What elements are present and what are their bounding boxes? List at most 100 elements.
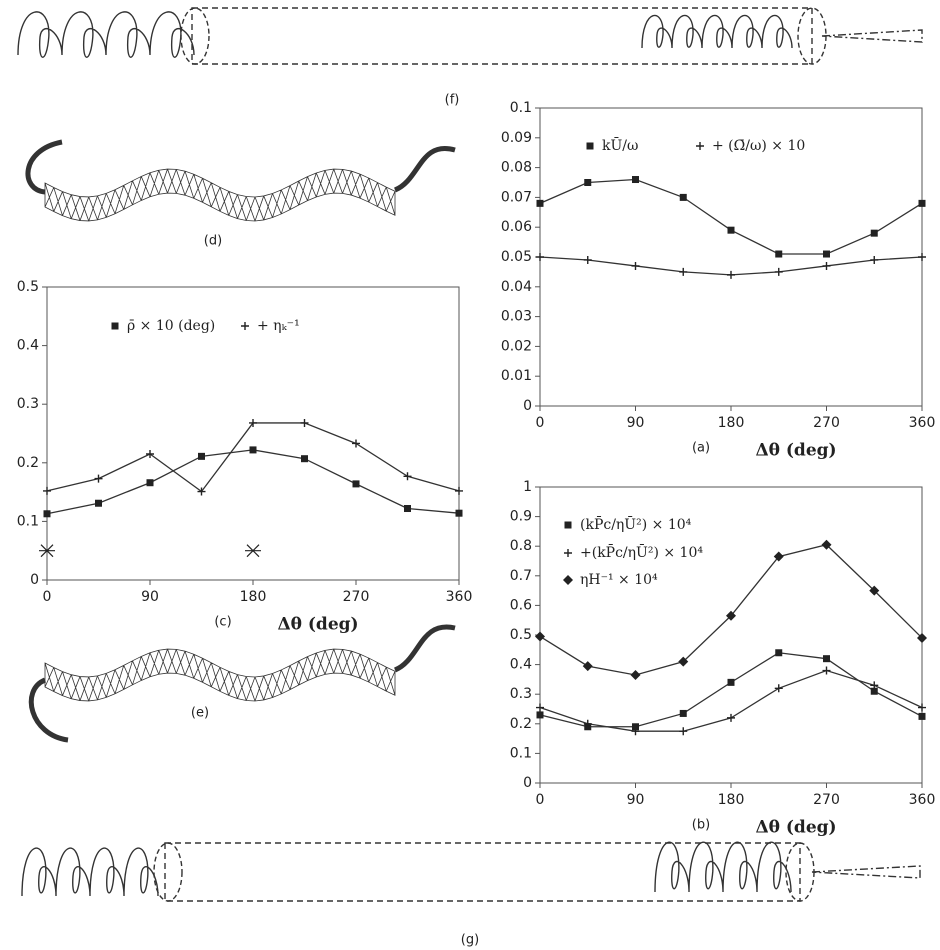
x-tick-label: 360 [909, 415, 936, 431]
legend-marker [241, 322, 249, 330]
marker-square [352, 480, 360, 488]
y-tick-label: 0.1 [510, 745, 532, 761]
series-line [539, 544, 923, 676]
tube-f [191, 7, 813, 65]
y-tick-label: 0.03 [501, 309, 532, 325]
marker-diamond [869, 585, 880, 596]
panel-label: (d) [204, 234, 222, 249]
marker-square [823, 250, 830, 258]
y-tick-label: 0.5 [510, 627, 532, 643]
marker-square [823, 655, 830, 663]
marker-square [249, 446, 257, 454]
marker-plus [583, 719, 592, 728]
marker-asterisk [39, 544, 55, 558]
marker-square [43, 510, 51, 518]
legend-marker [586, 142, 594, 150]
tube-end [153, 842, 183, 902]
marker-square [146, 479, 154, 487]
marker-plus [774, 684, 783, 693]
helix [641, 14, 793, 49]
caption: (c) [214, 615, 231, 630]
y-tick-label: 0.09 [501, 130, 532, 146]
marker-diamond [535, 631, 545, 642]
marker-square [870, 687, 878, 695]
y-tick-label: 0.7 [510, 568, 532, 584]
marker-square [632, 176, 639, 184]
x-tick-label: 90 [141, 589, 159, 605]
marker-plus [403, 472, 412, 481]
flagellum [28, 677, 69, 743]
marker-plus [679, 267, 688, 276]
y-tick-label: 0.2 [510, 716, 532, 732]
marker-plus [727, 270, 735, 279]
x-tick-label: 270 [343, 589, 370, 605]
marker-square [775, 250, 783, 258]
marker-square [536, 199, 544, 207]
marker-plus [197, 487, 206, 496]
marker-plus [352, 439, 360, 448]
marker-plus [631, 727, 640, 736]
y-tick-label: 0.08 [501, 160, 532, 176]
marker-diamond [630, 669, 641, 680]
chart: 0 0.1 0.2 0.3 0.4 0.5 0 90 180 270 360 (c) Δθ (deg) ρ… [17, 279, 473, 635]
series-line [46, 449, 460, 515]
helix [654, 841, 792, 893]
y-tick-label: 0.01 [501, 368, 532, 384]
x-tick-label: 180 [718, 415, 745, 431]
chart: 0 0.01 0.02 0.03 0.04 0.05 0.06 0.07 0.08 0.09 0.1… [501, 100, 936, 461]
flagellum [393, 624, 456, 673]
legend-marker [564, 549, 572, 557]
series-line [539, 178, 923, 255]
x-tick-label: 90 [627, 792, 645, 808]
panel-label: (e) [191, 706, 209, 721]
y-tick-label: 0.06 [501, 219, 532, 235]
y-tick-label: 0 [523, 398, 532, 414]
y-tick-label: 0.6 [510, 597, 532, 613]
y-tick-label: 0.4 [17, 338, 39, 354]
marker-square [918, 712, 926, 720]
legend-label: (kP̄c/ηŪ²) × 10⁴ [580, 515, 692, 533]
marker-square [870, 229, 878, 237]
legend-label: kŪ/ω [602, 136, 638, 154]
y-tick-label: 0.4 [510, 657, 532, 673]
marker-plus [918, 253, 926, 261]
legend-label: + ηₖ⁻¹ [257, 318, 300, 334]
marker-square [95, 499, 102, 507]
tail [811, 865, 921, 879]
marker-plus [94, 474, 103, 483]
tube-end [180, 7, 210, 65]
legend-label: +(kP̄c/ηŪ²) × 10⁴ [580, 543, 703, 561]
caption: (a) [692, 441, 710, 456]
x-tick-label: 90 [627, 415, 645, 431]
marker-diamond [582, 661, 593, 672]
plot-frame [46, 286, 460, 581]
legend-marker [563, 575, 573, 585]
y-tick-label: 0.1 [510, 100, 532, 116]
diagrams [17, 7, 923, 902]
legend-marker [696, 142, 704, 150]
marker-diamond [678, 656, 689, 667]
x-tick-label: 270 [813, 792, 840, 808]
marker-square [198, 452, 205, 460]
marker-diamond [917, 632, 927, 643]
marker-square [727, 226, 735, 234]
y-tick-label: 0.04 [501, 279, 532, 295]
legend-label: ρ̄ × 10 (deg) [127, 318, 215, 334]
marker-plus [300, 418, 309, 427]
y-tick-label: 0.8 [510, 538, 532, 554]
worm-mesh [44, 648, 396, 702]
x-tick-label: 180 [240, 589, 267, 605]
x-axis-label: Δθ (deg) [277, 615, 358, 635]
legend-marker [111, 322, 119, 330]
marker-plus [870, 255, 879, 264]
legend-label: ηH⁻¹ × 10⁴ [580, 572, 658, 588]
x-tick-label: 360 [909, 792, 936, 808]
marker-plus [43, 486, 51, 495]
y-tick-label: 0.1 [17, 513, 39, 529]
flagellum [393, 145, 456, 193]
x-tick-label: 270 [813, 415, 840, 431]
marker-plus [583, 255, 592, 264]
y-tick-label: 0 [30, 572, 39, 588]
marker-plus [536, 703, 544, 712]
